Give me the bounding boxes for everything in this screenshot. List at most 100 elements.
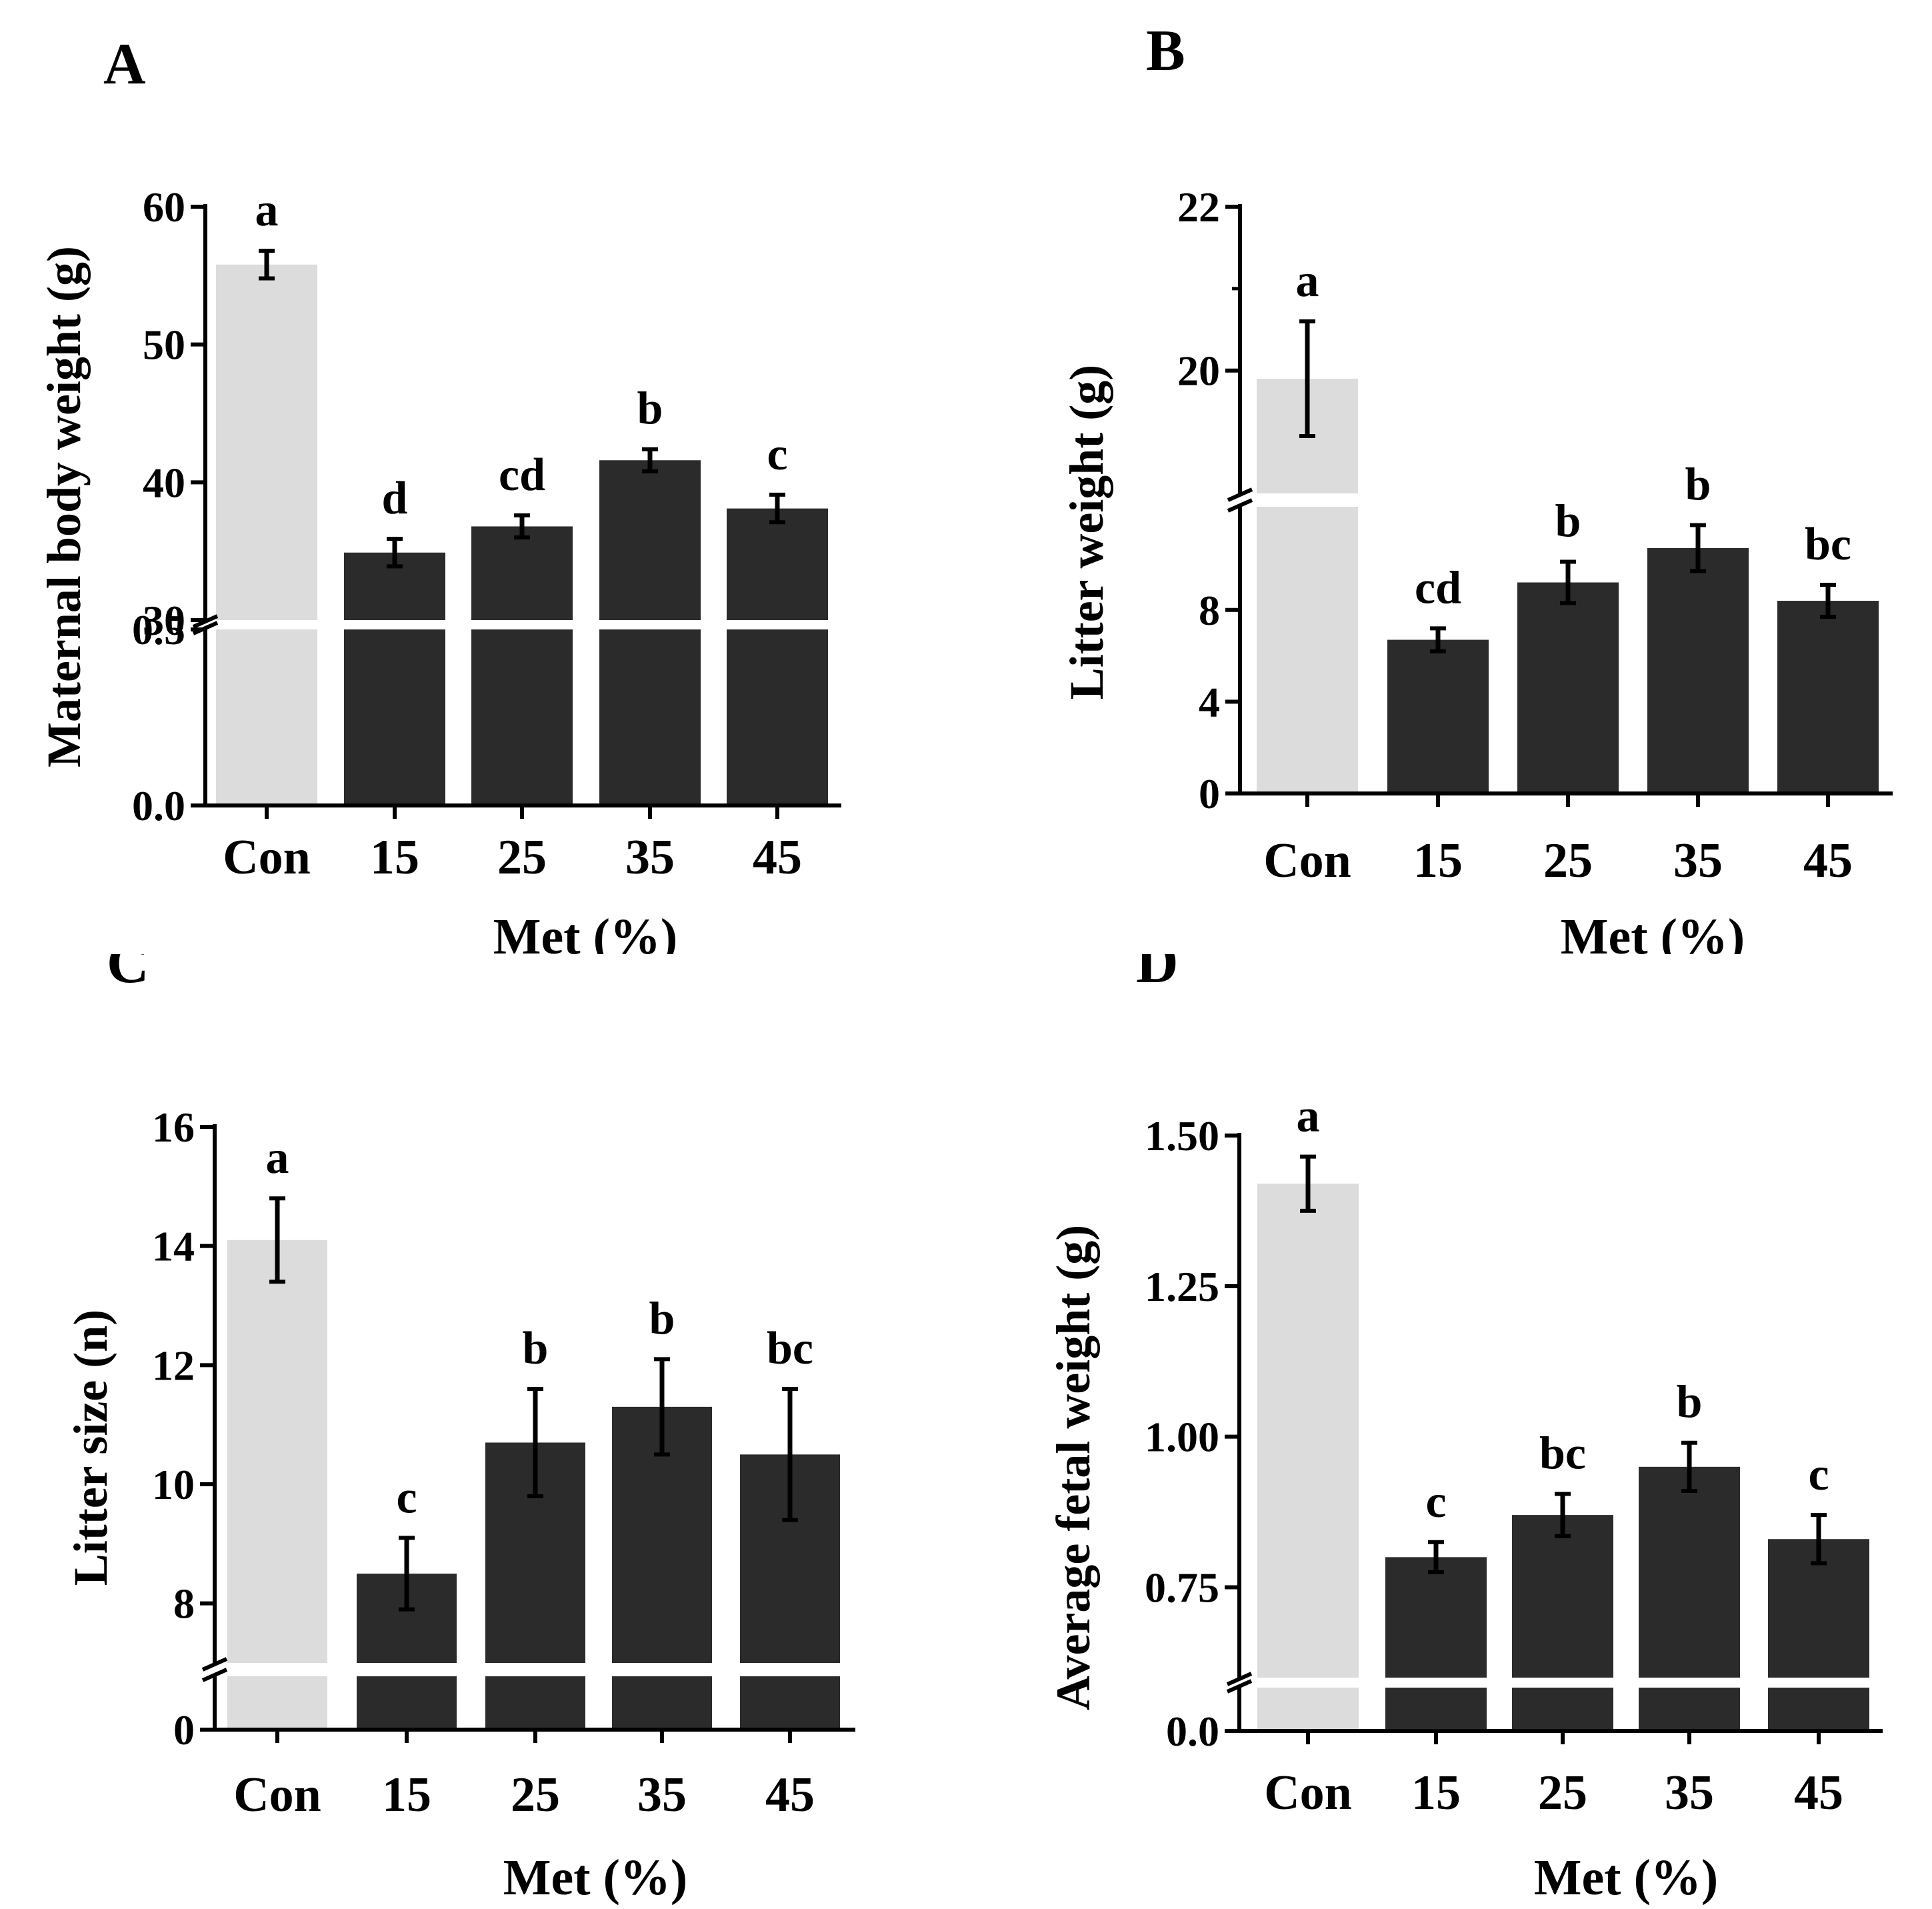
- plot-c: a c b b bc 0 8 10 12 14 16 Con 15 25 35 45: [152, 1104, 859, 1822]
- y-tick-label: 4: [1199, 678, 1220, 725]
- panel-label-b: B: [1146, 19, 1185, 83]
- x-tick-label: Con: [1263, 833, 1351, 888]
- y-tick-label: 1.00: [1145, 1414, 1219, 1461]
- axis-break-band: [218, 1663, 859, 1676]
- panel-b: B Litter weight (g) Met (%) a cd b b bc 0 4 8 20…: [966, 0, 1932, 954]
- significance-label: b: [649, 1293, 675, 1344]
- significance-label: c: [1808, 1449, 1829, 1500]
- y-axis-label-b: Litter weight (g): [1060, 365, 1113, 700]
- y-tick-label: 12: [152, 1342, 195, 1389]
- x-tick-label: Con: [1264, 1766, 1352, 1820]
- y-tick-label: 22: [1177, 183, 1220, 231]
- x-tick-label: 45: [765, 1768, 815, 1822]
- x-tick-label: 25: [1543, 833, 1593, 888]
- x-tick-label: 45: [753, 830, 802, 885]
- y-tick-label: 14: [152, 1223, 195, 1270]
- x-tick-label: 45: [1803, 833, 1853, 888]
- y-tick-label: 0.0: [1166, 1708, 1219, 1755]
- y-axis-label-a: Maternal body weight (g): [37, 246, 91, 767]
- bar-Con: [216, 264, 317, 805]
- bar-35: [1647, 547, 1749, 793]
- y-tick-label: 1.50: [1145, 1112, 1219, 1160]
- y-tick-label: 40: [143, 459, 185, 506]
- axis-break-mark: [1226, 1672, 1253, 1686]
- y-tick-label: 0: [173, 1706, 195, 1754]
- bar-Con: [1257, 1184, 1359, 1731]
- y-axis-label-c: Litter size (n): [64, 1310, 117, 1586]
- significance-label: cd: [1415, 562, 1461, 613]
- panel-label-a: A: [103, 32, 146, 97]
- significance-label: bc: [1539, 1428, 1586, 1479]
- panel-d: D Average fetal weight (g) Met (%) a c bc b…: [966, 954, 1932, 1908]
- axis-break-mark: [1226, 1679, 1253, 1694]
- bar-35: [1639, 1466, 1740, 1731]
- y-tick-label: 0: [1199, 770, 1220, 817]
- x-axis-label-b: Met (%): [1561, 909, 1745, 954]
- panel-label-d: D: [1136, 954, 1179, 996]
- significance-label: b: [1677, 1377, 1703, 1428]
- significance-label: c: [396, 1472, 417, 1523]
- significance-label: c: [767, 429, 787, 480]
- y-tick-label: 8: [1199, 587, 1220, 634]
- y-axis-label-d: Average fetal weight (g): [1047, 1225, 1100, 1710]
- x-tick-label: Con: [233, 1768, 321, 1822]
- x-tick-label: 35: [1665, 1766, 1714, 1820]
- significance-label: a: [255, 185, 279, 236]
- axis-break-mark: [1227, 498, 1253, 513]
- panel-c: C Litter size (n) Met (%) a c b b bc 0 8 10 12 14…: [0, 954, 966, 1908]
- y-tick-label: 0.75: [1145, 1564, 1219, 1612]
- x-tick-label: 15: [370, 830, 419, 885]
- chart-svg-b: B Litter weight (g) Met (%) a cd b b bc 0 4 8 20…: [1060, 19, 1896, 954]
- x-tick-label: 35: [637, 1768, 687, 1822]
- axis-break-mark: [201, 1657, 228, 1672]
- significance-label: b: [1555, 496, 1581, 547]
- significance-label: b: [523, 1323, 549, 1374]
- axis-break-band: [209, 620, 845, 629]
- y-tick-label: 0.0: [132, 782, 185, 829]
- x-axis-label-d: Met (%): [1534, 1850, 1718, 1906]
- bar-35: [599, 460, 701, 805]
- x-tick-label: Con: [223, 830, 311, 885]
- plot-b: a cd b b bc 0 4 8 20 22 Con 15 25 35 45: [1177, 183, 1896, 888]
- x-tick-label: 15: [382, 1768, 431, 1822]
- x-tick-label: 25: [1538, 1766, 1587, 1820]
- x-tick-label: 25: [511, 1768, 560, 1822]
- significance-label: bc: [1805, 519, 1851, 570]
- significance-label: d: [382, 473, 408, 524]
- significance-label: a: [266, 1132, 289, 1184]
- axis-break-band: [1243, 1678, 1886, 1688]
- significance-label: b: [1685, 459, 1711, 511]
- x-tick-label: 25: [497, 830, 547, 885]
- axis-break-band: [1243, 493, 1896, 507]
- significance-label: bc: [767, 1323, 813, 1374]
- y-tick-label: 1.25: [1145, 1263, 1219, 1310]
- bar-45: [727, 508, 828, 805]
- significance-label: a: [1296, 255, 1319, 307]
- bar-25: [1517, 582, 1619, 793]
- x-tick-label: 45: [1794, 1766, 1843, 1820]
- x-tick-label: 35: [625, 830, 675, 885]
- y-tick-label: 10: [152, 1461, 195, 1508]
- x-tick-label: 15: [1413, 833, 1463, 888]
- chart-svg-c: C Litter size (n) Met (%) a c b b bc 0 8 10 12 14…: [64, 954, 859, 1906]
- bar-15: [1385, 1557, 1487, 1731]
- x-axis-label-c: Met (%): [503, 1850, 687, 1906]
- y-tick-label: 16: [152, 1104, 195, 1151]
- significance-label: c: [1425, 1476, 1446, 1528]
- plot-a: a d cd b c 0.0 0.530 40 50 60 Con 15 25 35 45: [132, 183, 845, 885]
- y-tick-label: 50: [143, 321, 185, 369]
- bar-45: [1777, 601, 1879, 793]
- y-tick-label: 20: [1177, 347, 1220, 395]
- bar-15: [344, 552, 445, 805]
- bar-25: [1512, 1515, 1613, 1731]
- panel-label-c: C: [107, 954, 149, 996]
- bar-15: [1387, 639, 1489, 793]
- significance-label: b: [637, 383, 663, 435]
- axis-break-mark: [1227, 487, 1253, 502]
- bar-45: [1768, 1539, 1869, 1731]
- bar-25: [471, 526, 573, 805]
- axis-break-mark: [201, 1668, 228, 1682]
- chart-svg-a: A Maternal body weight (g) Met (%) a d cd b…: [37, 32, 845, 954]
- bar-Con: [227, 1240, 327, 1730]
